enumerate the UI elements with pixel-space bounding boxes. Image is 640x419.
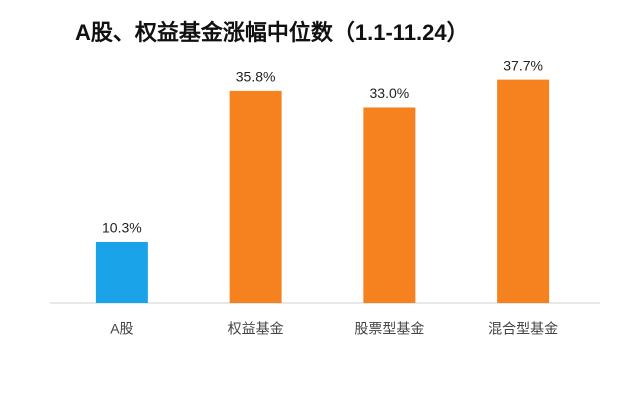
value-label: 10.3%	[102, 220, 142, 236]
bar	[497, 79, 550, 303]
value-label: 35.8%	[236, 69, 276, 85]
bar	[95, 241, 148, 303]
bar	[229, 90, 282, 303]
x-tick-label: 股票型基金	[354, 321, 424, 337]
x-tick-label: 混合型基金	[488, 321, 558, 337]
value-label: 33.0%	[370, 85, 410, 101]
x-tick-label: A股	[110, 321, 133, 337]
value-label: 37.7%	[503, 57, 543, 73]
x-tick-label: 权益基金	[228, 321, 284, 337]
chart-title: A股、权益基金涨幅中位数（1.1-11.24）	[75, 20, 469, 45]
bar	[363, 107, 416, 303]
